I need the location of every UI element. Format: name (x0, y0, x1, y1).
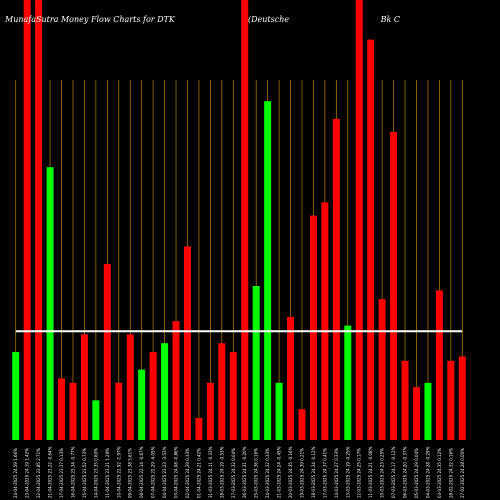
x-tick-label: 28-02-2025 24.32 0.16% (448, 448, 453, 498)
x-tick-label: 12-03-2025 24.25 0.17% (357, 448, 362, 498)
bar (92, 400, 100, 440)
x-tick-label: 09-04-2025 23.38 5.61% (128, 448, 133, 498)
bar (321, 202, 329, 440)
x-tick-label: 04-04-2025 23.23 -3.53% (162, 446, 167, 498)
chart-title: MunafaSutra Money Flow Charts for DTK (4, 15, 176, 24)
x-tick-label: 18-03-2025 24.34 -0.12% (311, 446, 316, 498)
x-tick-label: 20-03-2025 24.35 -0.16% (288, 446, 293, 498)
x-tick-label: 07-04-2025 22.29 -4.05% (151, 446, 156, 498)
bar (424, 382, 432, 440)
x-tick-label: 24-04-2025 24.59 1.66% (13, 448, 18, 498)
x-tick-label: 17-04-2025 23.37 0.13% (59, 448, 64, 498)
bar (412, 387, 420, 440)
bar (126, 334, 134, 440)
bar (103, 264, 111, 440)
x-tick-label: 25-03-2025 24.36 0.16% (254, 448, 259, 498)
x-tick-label: 01-04-2025 24.21 0.42% (196, 448, 201, 498)
bar (229, 352, 237, 440)
bar (447, 360, 455, 440)
x-tick-label: 08-04-2025 22.14 -0.67% (139, 446, 144, 498)
x-tick-label: 22-04-2025 23.85 2.71% (36, 448, 41, 498)
bar (275, 382, 283, 440)
bar (23, 0, 31, 440)
x-tick-label: 17-03-2025 24.37 0.41% (322, 448, 327, 498)
bar (35, 0, 43, 440)
x-tick-label: 31-03-2025 24.11 -0.33% (208, 446, 213, 498)
x-tick-label: 27-03-2025 24.32 0.04% (231, 448, 236, 498)
x-tick-label: 19-03-2025 24.39 0.21% (299, 448, 304, 498)
bar (218, 343, 226, 440)
x-tick-label: 14-03-2025 24.27 0.33% (334, 448, 339, 498)
x-tick-label: 03-03-2025 24.35 0.12% (437, 448, 442, 498)
x-tick-label: 26-03-2025 24.31 -0.20% (242, 446, 247, 498)
bar (195, 418, 203, 440)
x-tick-label: 05-03-2025 24.29 0.04% (414, 448, 419, 498)
bar (355, 0, 363, 440)
x-tick-label: 13-03-2025 24.19 -0.25% (345, 446, 350, 498)
x-tick-label: 24-03-2025 24.32 0.33% (265, 448, 270, 498)
bar (298, 409, 306, 440)
bar (115, 382, 123, 440)
bar (80, 334, 88, 440)
x-tick-label: 03-04-2025 24.08 -0.86% (174, 446, 179, 498)
bar (12, 352, 20, 440)
bar (58, 378, 66, 440)
x-tick-labels: 24-04-2025 24.59 1.66% 23-04-2025 24.19 1… (13, 446, 465, 498)
x-tick-label: 02-04-2025 24.29 0.33% (185, 448, 190, 498)
x-tick-label: 11-04-2025 23.21 1.29% (105, 448, 110, 498)
x-tick-label: 23-04-2025 24.19 1.42% (25, 448, 30, 498)
bar (309, 215, 317, 440)
x-tick-label: 15-04-2025 23.52 0.73% (82, 448, 87, 498)
bar (46, 167, 54, 440)
bar (367, 39, 375, 440)
bar (378, 299, 386, 440)
bar (287, 316, 295, 440)
x-tick-label: 10-04-2025 22.92 -1.97% (116, 446, 121, 498)
x-tick-label: 10-03-2025 24.23 0.25% (380, 448, 385, 498)
bar (264, 101, 272, 440)
bar (206, 382, 214, 440)
bar (458, 356, 466, 440)
bar (401, 360, 409, 440)
x-tick-label: 21-04-2025 23.22 -0.64% (48, 446, 53, 498)
bar (138, 369, 146, 440)
bar (69, 382, 77, 440)
x-tick-label: 21-03-2025 24.24 -0.45% (277, 446, 282, 498)
bar (161, 343, 169, 440)
x-tick-label: 28-03-2025 24.19 -0.53% (219, 446, 224, 498)
chart-subtitle: (Deutsche Bk C (248, 15, 400, 24)
bar (172, 321, 180, 440)
bar (252, 286, 260, 440)
x-tick-label: 04-03-2025 24.28 -0.29% (425, 446, 430, 498)
bars-group (12, 0, 466, 441)
bar (241, 0, 249, 440)
bar (332, 118, 340, 441)
x-tick-label: 07-03-2025 24.17 -0.12% (391, 446, 396, 498)
x-tick-label: 27-02-2025 24.28 0.00% (460, 448, 465, 498)
bar (390, 132, 398, 440)
bar (149, 352, 157, 440)
x-tick-label: 11-03-2025 24.21 -0.08% (368, 446, 373, 498)
x-tick-label: 14-04-2025 23.35 0.60% (93, 448, 98, 498)
x-tick-label: 16-04-2025 23.34 -0.77% (70, 446, 75, 498)
x-tick-label: 06-03-2025 24.20 -0.37% (403, 446, 408, 498)
bar (183, 246, 191, 440)
bar (344, 325, 352, 440)
bar (435, 290, 443, 440)
